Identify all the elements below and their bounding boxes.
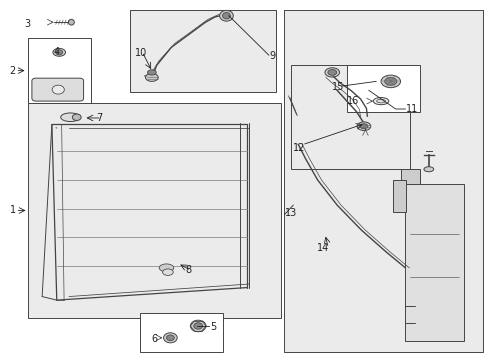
- Ellipse shape: [72, 114, 81, 121]
- Ellipse shape: [166, 335, 174, 341]
- Bar: [290, 65, 409, 169]
- Text: 7: 7: [96, 113, 102, 123]
- Text: 12: 12: [293, 143, 305, 153]
- Ellipse shape: [147, 70, 156, 75]
- Ellipse shape: [159, 264, 173, 272]
- Ellipse shape: [325, 68, 339, 77]
- Bar: [400, 169, 419, 184]
- Ellipse shape: [380, 75, 400, 87]
- Bar: [392, 180, 406, 212]
- Ellipse shape: [222, 13, 230, 19]
- Text: 8: 8: [184, 265, 191, 275]
- FancyBboxPatch shape: [32, 78, 83, 101]
- Bar: [27, 103, 281, 318]
- Text: 13: 13: [284, 208, 296, 218]
- Text: 14: 14: [316, 243, 328, 253]
- Ellipse shape: [423, 167, 433, 172]
- Bar: [283, 10, 483, 352]
- Ellipse shape: [163, 333, 177, 343]
- Bar: [130, 10, 276, 92]
- Bar: [140, 313, 222, 352]
- Ellipse shape: [327, 69, 336, 75]
- Text: 1: 1: [9, 206, 16, 216]
- Ellipse shape: [190, 320, 205, 332]
- Text: 9: 9: [269, 51, 275, 61]
- Ellipse shape: [384, 77, 396, 85]
- Bar: [346, 65, 419, 112]
- Text: 4: 4: [53, 46, 60, 57]
- Ellipse shape: [61, 113, 80, 122]
- Text: 5: 5: [210, 322, 216, 332]
- Text: 10: 10: [135, 48, 147, 58]
- Ellipse shape: [52, 85, 64, 94]
- Ellipse shape: [356, 122, 370, 131]
- Ellipse shape: [372, 98, 388, 105]
- Text: 3: 3: [24, 19, 30, 29]
- Bar: [27, 39, 91, 103]
- Text: 2: 2: [9, 66, 16, 76]
- Ellipse shape: [376, 99, 385, 103]
- Ellipse shape: [359, 124, 367, 129]
- Ellipse shape: [56, 50, 62, 55]
- Ellipse shape: [145, 73, 158, 81]
- Text: 6: 6: [151, 333, 157, 343]
- Ellipse shape: [219, 10, 233, 21]
- Ellipse shape: [162, 269, 173, 275]
- Ellipse shape: [53, 48, 65, 56]
- Text: 15: 15: [331, 82, 344, 93]
- Ellipse shape: [193, 323, 202, 329]
- Ellipse shape: [68, 19, 74, 25]
- Text: 11: 11: [406, 104, 418, 114]
- Bar: [405, 184, 463, 341]
- Text: 16: 16: [346, 96, 358, 106]
